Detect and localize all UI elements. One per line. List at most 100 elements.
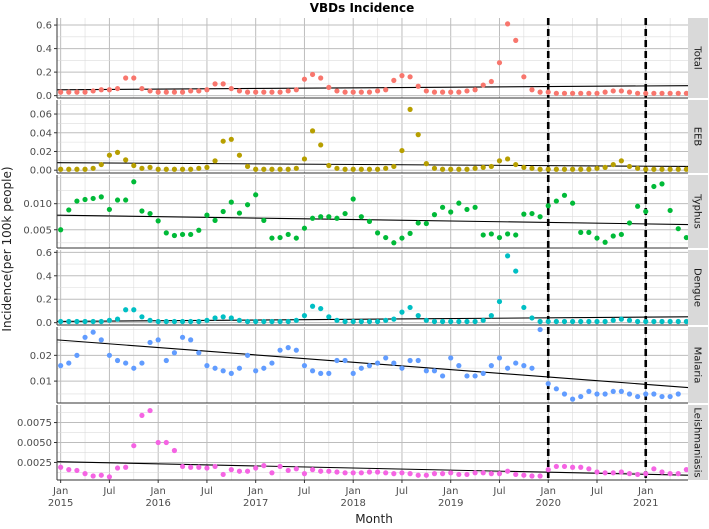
data-point xyxy=(472,373,478,379)
data-point xyxy=(488,471,494,477)
data-point xyxy=(561,318,568,325)
data-point xyxy=(480,470,486,476)
data-point xyxy=(537,214,543,220)
data-point xyxy=(285,318,291,325)
data-point xyxy=(66,467,72,473)
data-point xyxy=(212,463,218,470)
data-point xyxy=(342,318,348,325)
data-point xyxy=(391,316,397,322)
data-point xyxy=(439,318,446,325)
x-tick-label: 2019 xyxy=(438,498,463,509)
data-point xyxy=(448,470,454,476)
data-point xyxy=(513,161,519,168)
data-point xyxy=(253,192,259,198)
data-point xyxy=(423,368,429,374)
data-point xyxy=(391,77,397,83)
data-point xyxy=(407,74,413,80)
x-tick-label: Jan xyxy=(149,486,165,497)
data-point xyxy=(155,439,161,446)
data-point xyxy=(415,313,421,319)
data-point xyxy=(309,303,316,309)
data-point xyxy=(350,318,356,325)
data-point xyxy=(98,194,104,200)
data-point xyxy=(683,90,689,96)
data-point xyxy=(58,166,64,172)
data-point xyxy=(570,318,576,325)
data-point xyxy=(374,230,381,236)
data-point xyxy=(261,166,267,172)
data-point xyxy=(261,217,267,223)
y-tick-label: 0.010 xyxy=(23,199,52,210)
x-tick-label: Jan xyxy=(637,486,653,497)
data-point xyxy=(537,318,543,325)
data-point xyxy=(236,365,243,371)
data-point xyxy=(537,326,543,333)
y-tick-label: 0.0025 xyxy=(17,458,52,469)
data-point xyxy=(407,357,413,364)
y-axis-title: Incidence(per 100k people) xyxy=(0,166,14,331)
data-point xyxy=(521,472,527,478)
data-point xyxy=(521,211,527,217)
data-point xyxy=(578,464,584,470)
data-point xyxy=(163,439,169,446)
data-point xyxy=(448,166,454,172)
data-point xyxy=(277,89,283,95)
data-point xyxy=(66,207,72,213)
panel-eeb: 0.00 0.02 0.04 0.06 EEB xyxy=(30,100,708,177)
data-point xyxy=(358,318,364,325)
data-point xyxy=(553,386,559,392)
data-point xyxy=(553,166,559,172)
data-point xyxy=(269,89,275,95)
panel-background xyxy=(57,327,688,403)
panel-background xyxy=(57,100,688,173)
data-point xyxy=(188,337,194,343)
data-point xyxy=(448,89,454,95)
data-point xyxy=(529,210,535,217)
data-point xyxy=(74,89,80,95)
data-point xyxy=(179,334,186,340)
data-point xyxy=(196,165,202,171)
data-point xyxy=(204,87,210,93)
facet-strip xyxy=(688,100,708,173)
data-point xyxy=(171,232,178,239)
data-point xyxy=(293,347,299,353)
data-point xyxy=(285,88,291,94)
data-point xyxy=(651,391,657,397)
data-point xyxy=(529,315,535,321)
data-point xyxy=(448,318,454,325)
data-point xyxy=(391,163,397,170)
x-axis-title: Month xyxy=(355,512,393,526)
data-point xyxy=(293,235,299,241)
data-point xyxy=(537,473,543,479)
data-point xyxy=(244,352,251,358)
data-point xyxy=(236,468,243,474)
data-point xyxy=(293,165,299,171)
data-point xyxy=(309,215,316,221)
data-point xyxy=(163,318,169,325)
data-point xyxy=(675,90,681,96)
data-point xyxy=(659,181,665,187)
data-point xyxy=(342,210,348,217)
data-point xyxy=(179,166,186,172)
data-point xyxy=(106,206,113,213)
data-point xyxy=(204,317,210,323)
data-point xyxy=(529,165,535,171)
data-point xyxy=(423,220,429,227)
data-point xyxy=(667,207,673,214)
data-point xyxy=(82,89,88,95)
data-point xyxy=(366,318,373,325)
data-point xyxy=(643,166,649,172)
data-point xyxy=(651,466,657,472)
y-tick-label: 0.0075 xyxy=(17,418,52,429)
data-point xyxy=(220,138,226,144)
data-point xyxy=(439,166,446,172)
data-point xyxy=(431,471,438,477)
data-point xyxy=(318,370,324,376)
data-point xyxy=(529,365,535,371)
data-point xyxy=(196,464,202,470)
data-point xyxy=(163,166,169,172)
data-point xyxy=(635,90,641,96)
data-point xyxy=(472,470,478,476)
data-point xyxy=(626,391,633,397)
data-point xyxy=(431,89,438,95)
